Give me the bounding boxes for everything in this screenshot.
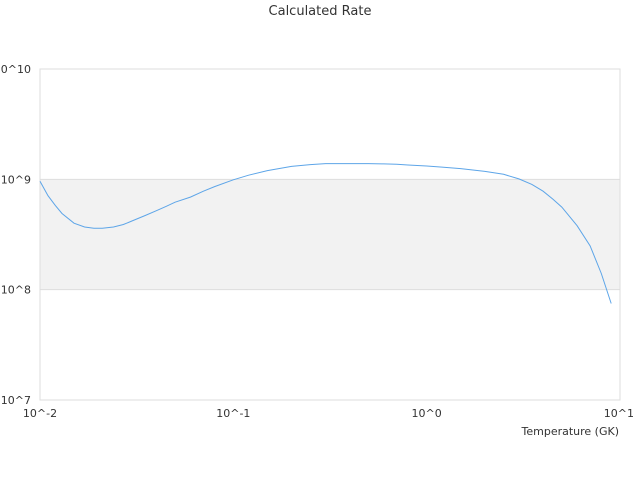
x-tick-label: 10^-1: [216, 407, 250, 420]
x-axis: 10^-2 10^-1 10^0 10^1: [23, 407, 634, 420]
y-tick-label: 10^9: [1, 173, 31, 186]
chart-title: Calculated Rate: [268, 4, 372, 19]
y-tick-label: 10^7: [1, 394, 31, 407]
x-tick-label: 10^0: [412, 407, 442, 420]
x-axis-title: Temperature (GK): [521, 425, 620, 438]
series-line: [39, 163, 612, 304]
shaded-band: [40, 179, 620, 290]
y-tick-label: 10^8: [1, 284, 31, 297]
y-axis: 10^7 10^8 10^9 0^10: [1, 63, 31, 407]
x-tick-label: 10^1: [604, 407, 634, 420]
plot-frame: [39, 68, 621, 401]
x-tick-label: 10^-2: [23, 407, 57, 420]
y-tick-label: 0^10: [1, 63, 31, 76]
